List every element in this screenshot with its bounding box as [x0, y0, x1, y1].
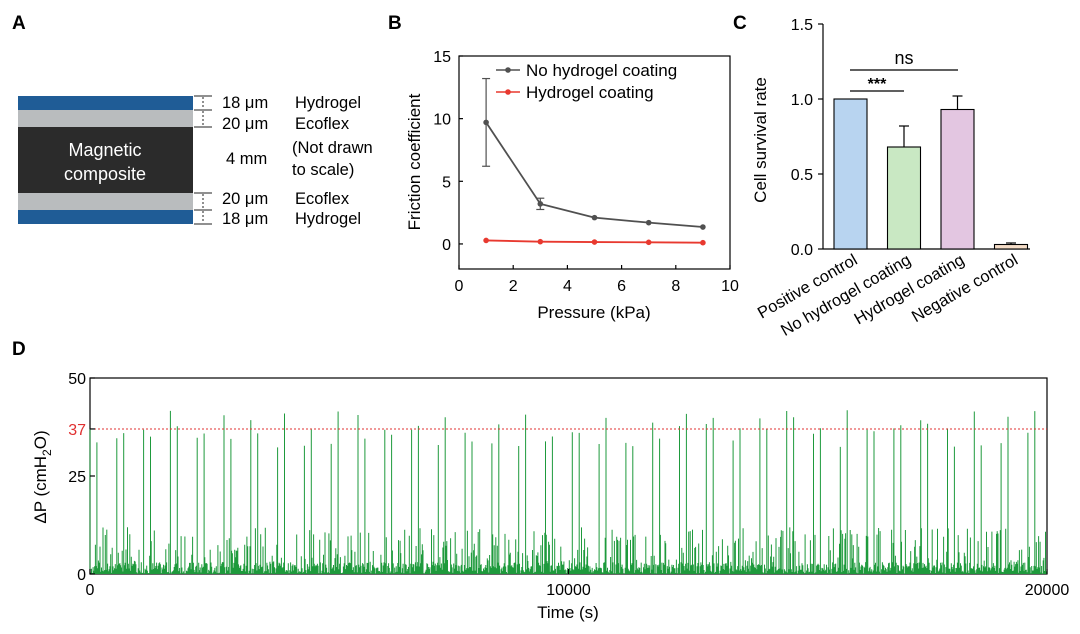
chart-b-ylabel: Friction coefficient: [405, 93, 424, 230]
chart-d-ticks: 0 10000 20000 0 25 37 50: [68, 371, 1069, 599]
layer-schematic: Magnetic composite 18 μm Hydrogel 20 μm …: [18, 94, 373, 228]
core-label-line1: Magnetic: [68, 140, 141, 160]
chart-c-ytick-label: 0.0: [791, 242, 813, 259]
chart-b-xtick-label: 0: [455, 278, 464, 295]
panel-label-c: C: [733, 13, 747, 34]
chart-c-ytick-label: 1.0: [791, 92, 813, 109]
chart-b-point: [700, 224, 706, 230]
chart-d-xlabel: Time (s): [537, 603, 599, 622]
layer-material-3b: to scale): [292, 161, 354, 179]
chart-b-point: [483, 237, 489, 244]
chart-b-legend: No hydrogel coating Hydrogel coating: [496, 61, 677, 102]
layer-thickness-2: 20 μm: [222, 115, 268, 133]
legend-label-no-hydrogel: No hydrogel coating: [526, 61, 677, 80]
layer-thickness-4: 20 μm: [222, 190, 268, 208]
chart-b-ticks: 0 2 4 6 8 10 0 5 10 15: [433, 49, 739, 295]
chart-b-ytick-label: 0: [442, 237, 451, 254]
chart-c-ticks: 0.0 0.5 1.0 1.5: [791, 17, 823, 259]
layer-hydrogel-top: [18, 96, 193, 110]
chart-c-ylabel: Cell survival rate: [751, 77, 770, 203]
chart-d-xtick-label: 0: [86, 582, 95, 599]
chart-b-xtick-label: 8: [671, 278, 680, 295]
chart-d-signal-path: [89, 410, 1047, 574]
chart-b-xlabel: Pressure (kPa): [537, 303, 650, 322]
chart-b-point: [483, 119, 489, 126]
chart-c-ytick-label: 0.5: [791, 167, 813, 184]
chart-d-xtick-label: 10000: [546, 582, 591, 599]
chart-b-ytick-label: 5: [442, 174, 451, 191]
chart-c-ytick-label: 1.5: [791, 17, 813, 34]
chart-b-frame: [458, 55, 731, 270]
layer-ecoflex-bottom: [18, 193, 193, 210]
layer-thickness-3: 4 mm: [226, 150, 267, 168]
chart-d-ylabel: ΔP (cmH2O): [31, 430, 54, 523]
chart-d-signal: [89, 410, 1047, 574]
chart-d-ylabel-end: O): [31, 430, 50, 449]
chart-c-bar: [940, 108, 975, 250]
chart-c-bar: [993, 243, 1029, 250]
chart-b-xtick-label: 6: [617, 278, 626, 295]
chart-b-point: [591, 239, 598, 245]
chart-b-point: [591, 214, 598, 221]
legend-marker-no-hydrogel: [505, 67, 511, 73]
chart-c-bar: [833, 98, 868, 250]
chart-d-ylabel-main: ΔP (cmH: [31, 456, 50, 524]
layer-material-4: Ecoflex: [295, 190, 350, 208]
chart-d-ylabel-sub: 2: [40, 449, 54, 456]
chart-b-point: [645, 219, 652, 226]
layer-ecoflex-top: [18, 110, 193, 127]
chart-b-xtick-label: 10: [721, 278, 739, 295]
layer-hydrogel-bottom: [18, 210, 193, 224]
panel-label-a: A: [12, 13, 26, 34]
panel-label-d: D: [12, 339, 26, 360]
chart-b-point: [700, 239, 706, 246]
chart-d-ytick-label: 50: [68, 371, 86, 388]
sig-label-ns: ns: [894, 48, 913, 68]
chart-b-axes: [458, 55, 731, 270]
layer-material-3: (Not drawn: [292, 139, 373, 157]
chart-d-ytick-label: 25: [68, 469, 86, 486]
layer-material-1: Hydrogel: [295, 94, 361, 112]
panel-label-b: B: [388, 13, 402, 34]
chart-c-bar: [886, 146, 922, 250]
chart-d-frame: [89, 377, 1048, 575]
chart-d-xtick-label: 20000: [1025, 582, 1070, 599]
layer-magnetic-core: [18, 127, 193, 193]
legend-marker-hydrogel: [505, 89, 511, 95]
significance-annotations: ns ***: [850, 48, 958, 93]
chart-b-series-line: [485, 121, 703, 228]
chart-b-ytick-label: 10: [433, 112, 451, 129]
sig-label-stars: ***: [868, 76, 887, 93]
dimension-markers: [194, 95, 212, 225]
chart-b-ytick-label: 15: [433, 49, 451, 66]
legend-label-hydrogel: Hydrogel coating: [526, 83, 654, 102]
layer-thickness-1: 18 μm: [222, 94, 268, 112]
chart-b-xtick-label: 4: [563, 278, 572, 295]
chart-b-point: [537, 238, 544, 245]
layer-material-5: Hydrogel: [295, 210, 361, 228]
chart-d-ytick-label: 37: [68, 422, 86, 439]
chart-pressure: 0 10000 20000 0 25 37 50 Time (s) ΔP (cmH2O): [31, 371, 1069, 622]
chart-friction: 0 2 4 6 8 10 0 5 10 15 No hydrogel coating Hydrog…: [405, 49, 739, 322]
layer-material-2: Ecoflex: [295, 115, 350, 133]
chart-b-point: [537, 201, 544, 207]
chart-b-series: [482, 77, 706, 246]
core-label-line2: composite: [64, 164, 146, 184]
chart-d-ytick-label: 0: [77, 567, 86, 584]
chart-b-xtick-label: 2: [509, 278, 518, 295]
chart-b-point: [645, 239, 652, 246]
layer-thickness-5: 18 μm: [222, 210, 268, 228]
